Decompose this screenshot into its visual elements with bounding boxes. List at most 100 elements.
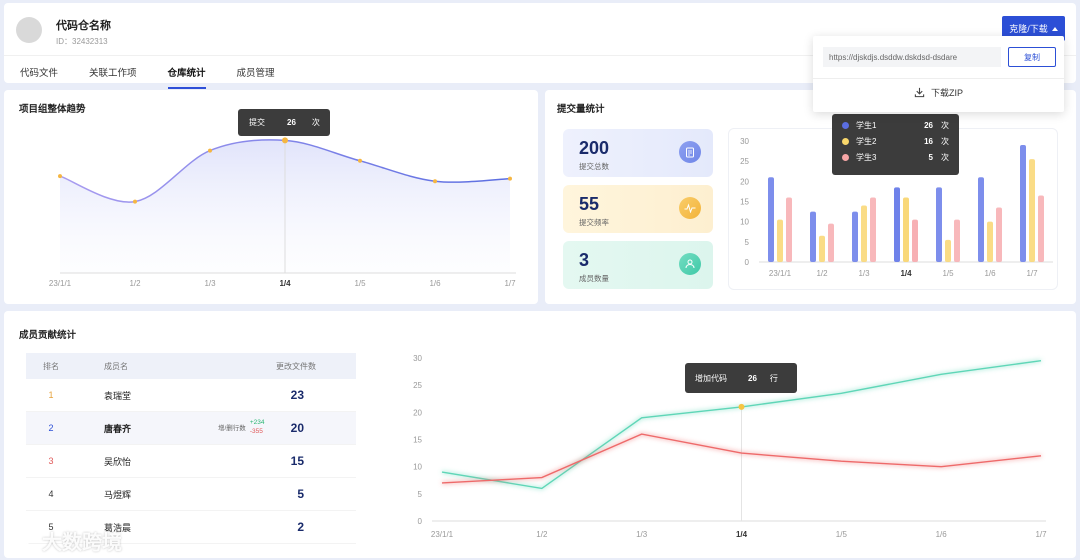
submit-title: 提交量统计 [557,104,605,115]
table-row[interactable]: 5 葛浩晨 2 [26,511,356,544]
y-tick-label: 20 [413,408,422,417]
trend-tooltip-unit: 次 [311,118,320,127]
bar [903,197,909,262]
document-icon [679,141,701,163]
line-diff: 增/删行数 +234 -355 [218,418,264,436]
submit-bar-chart: 0 5 10 15 20 25 30 23/1/1 1/2 1/3 1/4 1/5 1/6 1/7 [740,137,1053,278]
stat-frequency-value: 55 [579,194,600,214]
stat-frequency-label: 提交频率 [579,218,609,227]
row-rank: 4 [48,489,54,499]
bar-tooltip-row: 学生2 16 次 [842,135,949,147]
row-name: 葛浩晨 [104,522,132,533]
tab-code-files[interactable]: 代码文件 [20,68,59,79]
clone-dropdown: 复制 下载ZIP [813,36,1064,112]
y-tick-label: 25 [740,157,749,166]
x-tick-label: 1/3 [636,530,648,539]
bar [996,207,1002,262]
series-line [441,433,1042,484]
repo-avatar [16,17,42,43]
x-tick-label: 1/7 [1026,269,1038,278]
col-rank: 排名 [43,361,59,371]
legend-dot [842,137,849,145]
trend-title: 项目组整体趋势 [19,104,86,115]
row-count: 5 [297,487,304,501]
bar [945,239,951,262]
dropdown-divider [813,78,1064,79]
data-point [433,179,437,184]
bar [1020,145,1026,262]
highlight-point [738,403,745,410]
x-tick-label: 1/5 [354,279,366,288]
x-tick-label: 1/4 [736,530,748,539]
row-rank: 1 [48,390,54,400]
stat-total-value: 200 [579,138,610,158]
row-count: 15 [290,454,304,468]
clone-url-field[interactable] [823,47,1001,67]
table-row[interactable]: 2 唐春齐 增/删行数 +234 -355 20 [26,412,356,445]
stat-member-count: 3 成员数量 [563,241,713,289]
stat-total-label: 提交总数 [579,162,609,171]
watermark-mark [10,532,32,549]
y-tick-label: 10 [740,218,749,227]
col-member-name: 成员名 [104,361,128,371]
y-tick-label: 15 [740,198,749,207]
bar-tooltip-row: 学生3 5 次 [842,151,949,163]
tab-member-management[interactable]: 成员管理 [236,68,275,79]
table-row[interactable]: 3 吴欣怡 15 [26,445,356,478]
diff-plus: +234 [249,419,265,426]
x-tick-label: 23/1/1 [49,279,72,288]
y-tick-label: 15 [413,436,422,445]
y-tick-label: 25 [413,381,422,390]
col-changed-files: 更改文件数 [276,361,316,371]
diff-label: 增/删行数 [218,425,246,432]
row-name: 唐春齐 [104,423,132,434]
header-divider [4,55,1076,56]
tab-linked-work-items[interactable]: 关联工作项 [89,68,137,79]
team-icon [679,253,701,275]
data-point [282,137,288,144]
x-tick-label: 1/7 [504,279,516,288]
row-name: 袁瑞堂 [104,390,132,401]
table-row[interactable]: 1 袁瑞堂 23 [26,379,356,412]
y-tick-label: 5 [418,490,423,499]
stat-member-label: 成员数量 [579,274,609,283]
x-tick-label: 1/6 [984,269,996,278]
bar [777,219,783,262]
table-row[interactable]: 4 马煜辉 5 [26,478,356,511]
member-tooltip-unit: 行 [769,373,778,383]
tab-repo-stats[interactable]: 仓库统计 [167,65,206,89]
x-tick-label: 23/1/1 [431,530,454,539]
row-count: 2 [297,520,304,534]
data-point [508,176,512,181]
bar [1029,159,1035,262]
download-zip-button[interactable]: 下载ZIP [813,86,1064,99]
clone-download-label: 克隆/下载 [1009,24,1048,34]
bar [894,187,900,262]
copy-url-button[interactable]: 复制 [1008,47,1056,67]
caret-up-icon [1051,26,1058,31]
y-tick-label: 10 [413,463,422,472]
bar-tooltip-unit: 次 [941,136,949,146]
x-tick-label: 1/2 [816,269,828,278]
trend-chart: 23/1/1 1/2 1/3 1/4 1/5 1/6 1/7 [49,137,516,288]
pulse-icon [679,197,701,219]
data-point [58,174,62,179]
table-header: 排名 成员名 更改文件数 [26,353,356,379]
stat-total-submits: 200 提交总数 [563,129,713,177]
bar-tooltip-value: 5 [928,152,933,162]
y-tick-label: 20 [740,177,749,186]
diff-minus: -355 [249,428,263,435]
bar [810,211,816,262]
submit-stats-card: 提交量统计 200 提交总数 55 提交频率 3 成员数量 0 5 10 15 20 25… [545,90,1076,304]
bar [852,211,858,262]
bar [786,197,792,262]
repo-id: ID：32432313 [56,37,108,46]
data-point [358,158,362,163]
bar-tooltip-name: 学生2 [856,136,877,146]
trend-tooltip-value: 26 [287,118,296,127]
trend-card: 项目组整体趋势 23/1/1 1/2 1/3 1/4 1/5 1/6 1/7 提交 26 次 [4,90,538,304]
row-count: 20 [290,421,304,435]
bar-tooltip-unit: 次 [941,152,949,162]
row-rank: 5 [48,522,54,532]
y-tick-label: 30 [413,354,422,363]
